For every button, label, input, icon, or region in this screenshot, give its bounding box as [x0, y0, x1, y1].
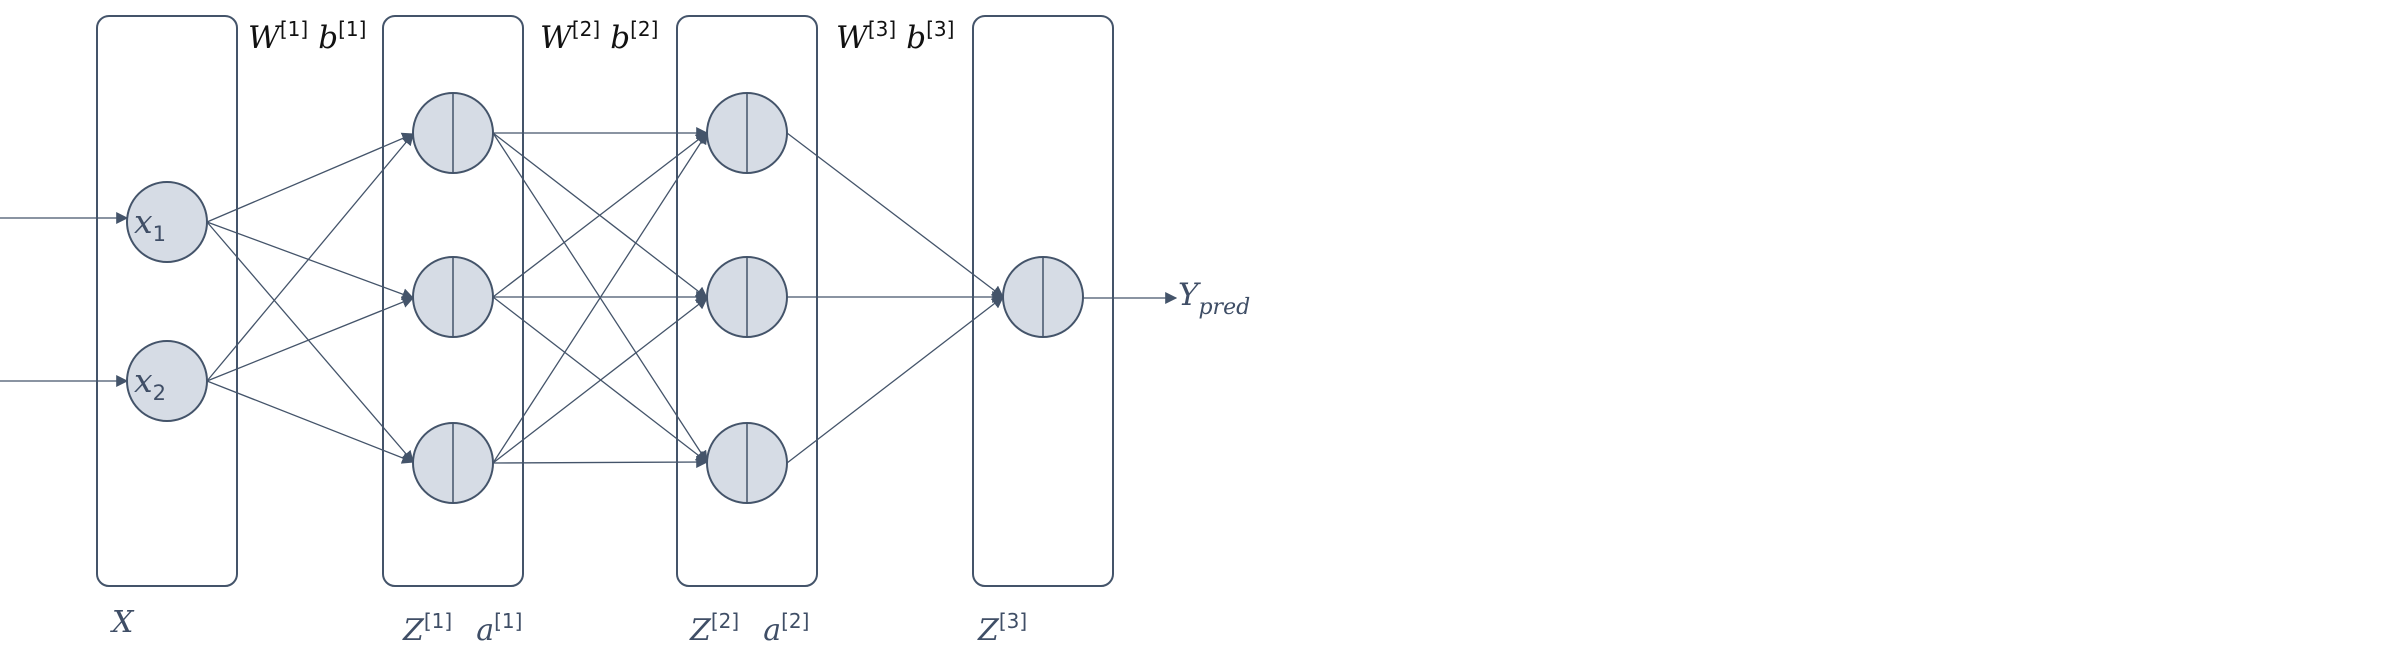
edge-h1-3-h2-2 — [492, 297, 708, 464]
edge-x1-h1-3 — [206, 221, 414, 463]
layer-box-output — [972, 15, 1114, 587]
edge-x2-h1-2 — [206, 296, 415, 382]
edge-x2-h1-3 — [206, 380, 415, 464]
input-label-x1: x1 — [134, 202, 166, 246]
param-label-1: W[1] b[1] — [248, 17, 366, 56]
output-label: Ypred — [1178, 277, 1250, 320]
layer-label-hidden1: Z[1] a[1] — [402, 609, 522, 648]
param-label-3: W[3] b[3] — [836, 17, 954, 56]
param-label-2: W[2] b[2] — [540, 17, 658, 56]
edge-h1-2-h2-3 — [492, 296, 708, 463]
edge-h1-3-h2-3 — [492, 456, 709, 469]
edge-h1-3-h2-1 — [492, 131, 708, 464]
input-neuron-1 — [126, 181, 208, 263]
layer-box-hidden1 — [382, 15, 524, 587]
connections — [0, 127, 1178, 469]
edge-h2-3-out — [786, 296, 1004, 464]
layer-box-input — [96, 15, 238, 587]
layer-label-hidden2: Z[2] a[2] — [689, 609, 809, 648]
layer-box-hidden2 — [676, 15, 818, 587]
edge-x1-h1-2 — [206, 221, 415, 300]
input-neuron-2 — [126, 340, 208, 422]
layer-boxes — [96, 15, 1114, 587]
edge-h1-2-h2-1 — [492, 132, 708, 298]
layer-label-output: Z[3] — [977, 609, 1027, 648]
edge-x2-h1-1 — [206, 133, 414, 382]
neurons — [126, 92, 1084, 504]
input-label-x2: x2 — [134, 361, 166, 405]
edge-x1-h1-1 — [206, 132, 415, 223]
edge-h2-1-out — [786, 132, 1004, 298]
layer-label-input: X — [110, 605, 135, 640]
